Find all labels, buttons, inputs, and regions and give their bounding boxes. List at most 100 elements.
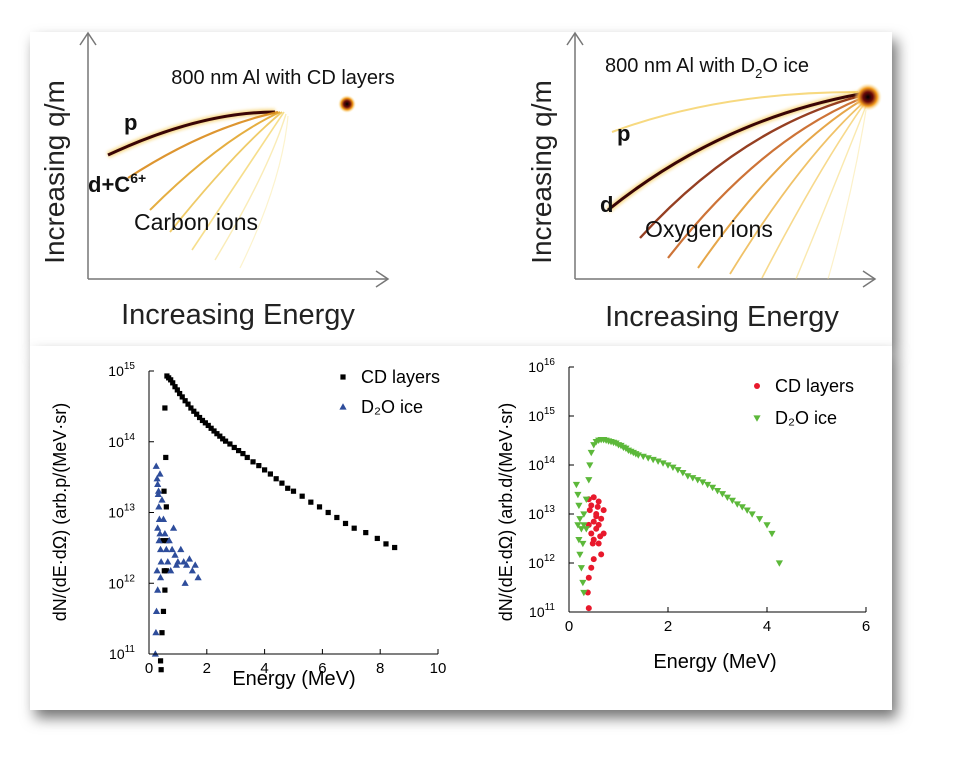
trace-oxygen-4 [729,101,865,275]
data-point [156,529,164,537]
data-point [723,494,731,502]
data-point [590,494,597,501]
data-point [153,566,161,574]
data-point [182,398,188,404]
label-proton-left: p [124,110,137,135]
data-point [154,490,162,498]
data-point [244,454,250,461]
data-point [594,503,601,510]
data-point [168,545,176,553]
x-tick-label: 0 [565,618,573,635]
data-point [664,462,672,469]
data-point [299,493,305,499]
data-point [279,480,285,486]
y-tick-label: 1011 [529,602,555,620]
trace-deuteron [607,92,861,212]
label-carbon-ions: Carbon ions [134,209,258,235]
data-point [576,516,584,523]
legend-marker [339,403,347,410]
data-point [580,522,588,529]
data-point [250,459,256,465]
y-tick-label: 1014 [528,455,555,473]
data-point [185,401,191,407]
label-oxygen-ions: Oxygen ions [645,216,773,242]
data-point [595,521,602,528]
chart1-ylabel: dN/(dE·dΩ) (arb.d/(MeV·sr) [496,403,516,622]
legend-label: CD layers [361,367,440,387]
chart0-ylabel: dN/(dE·dΩ) (arb.p/(MeV·sr) [50,403,70,622]
x-tick-label: 10 [430,660,447,677]
x-axis-label-top-right: Increasing Energy [605,301,839,333]
deuteron-spectrum-marks [572,436,783,612]
data-point [273,476,279,482]
y-tick-label: 1011 [109,644,135,662]
y-tick-label: 1016 [528,357,555,375]
data-point [196,414,203,421]
data-point [775,560,783,567]
data-point [576,551,584,559]
data-point [290,488,297,494]
data-point [374,535,380,542]
data-point [308,499,314,505]
data-point [588,530,595,537]
y-tick-label: 1013 [528,504,555,522]
data-point [158,496,166,503]
data-point [575,537,583,544]
data-point [217,433,223,439]
data-point [153,474,161,482]
data-point [589,540,596,547]
data-point [220,436,226,442]
data-point [334,514,340,521]
data-point [191,408,197,414]
data-point [181,579,189,586]
data-point [694,477,702,484]
data-point [342,520,349,527]
data-point [586,507,593,514]
data-point [580,511,588,518]
data-point [152,607,161,615]
data-point [205,422,211,429]
legend-marker [340,374,346,380]
data-point [156,573,165,581]
data-point [154,524,162,531]
data-point [180,558,188,565]
data-point [587,449,595,457]
data-point [161,568,167,574]
chart1-xlabel: Energy (MeV) [653,651,776,673]
data-point [755,516,764,523]
data-point [738,504,746,511]
chart0-xlabel: Energy (MeV) [232,668,355,690]
data-point [582,496,590,504]
data-point [267,471,273,477]
data-point [649,456,657,464]
data-point [585,574,592,581]
proton-spectrum-chart: 0 2 4 6 8 10 1011 1012 1013 1014 1015 Energy (MeV)… [50,361,446,690]
data-point [585,477,593,484]
legend-label: CD layers [775,376,854,396]
proton-spectrum-marks [151,373,398,673]
data-point [704,481,712,489]
ion-traces-carbon [106,109,289,269]
data-point [199,417,206,424]
data-point [763,522,771,529]
data-point [588,564,595,571]
legend-label: D₂O ice [775,408,837,428]
data-point [590,556,597,563]
trace-oxygen-2 [667,96,863,259]
data-point [684,473,692,480]
data-point [222,438,229,444]
data-point [164,558,172,565]
data-point [689,475,697,482]
zero-point-spot-right [854,83,882,111]
trace-proton [107,110,276,157]
thomson-panel-d2o: Increasing q/m Increasing Energy 800 nm … [526,31,882,333]
x-tick-label: 4 [763,618,771,635]
y-tick-label: 1012 [528,553,555,571]
data-point [256,463,262,469]
x-tick-label: 6 [318,660,326,677]
data-point [152,462,160,469]
data-point [679,469,687,477]
data-point [674,467,682,474]
legend-label: D₂O ice [361,397,423,417]
data-point [160,538,166,544]
